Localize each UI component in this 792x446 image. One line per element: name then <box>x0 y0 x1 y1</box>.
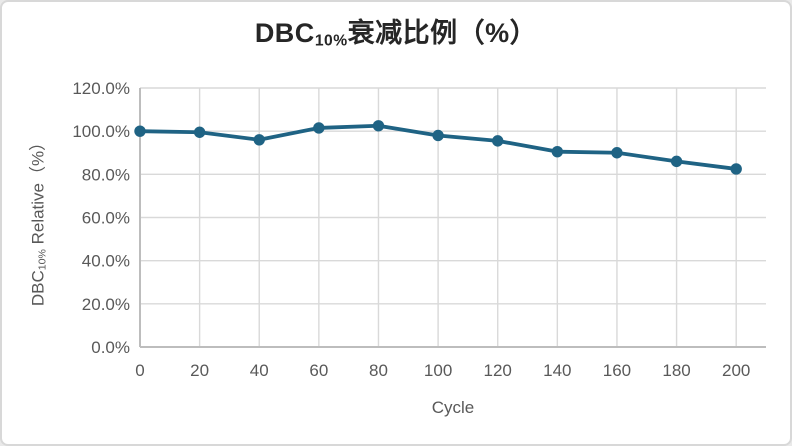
y-axis-title-suffix: Relative（%） <box>28 133 48 250</box>
data-point-marker <box>611 147 623 159</box>
y-axis-title-subscript: 10% <box>36 249 49 271</box>
data-point-marker <box>670 155 683 168</box>
y-tick-label: 0.0% <box>91 338 130 357</box>
y-tick-label: 120.0% <box>72 79 130 98</box>
x-tick-label: 60 <box>309 361 328 380</box>
y-axis-title-prefix: DBC <box>28 270 48 307</box>
data-point-marker <box>134 125 146 137</box>
y-tick-label: 20.0% <box>82 295 130 314</box>
chart-title: DBC10%衰减比例（%） <box>2 11 790 50</box>
data-point-marker <box>730 163 742 175</box>
x-tick-label: 40 <box>250 361 269 380</box>
x-axis-title: Cycle <box>431 398 475 417</box>
data-point-marker <box>551 145 564 158</box>
y-tick-label: 100.0% <box>72 122 130 141</box>
chart-title-prefix: DBC <box>254 18 315 48</box>
x-tick-label: 0 <box>135 361 144 380</box>
data-point-marker <box>193 126 206 138</box>
data-point-marker <box>313 122 325 134</box>
y-tick-label: 40.0% <box>82 252 130 271</box>
data-point-marker <box>253 134 265 146</box>
x-tick-label: 100 <box>424 361 452 380</box>
data-point-marker <box>492 135 504 147</box>
x-tick-label: 180 <box>662 361 690 380</box>
x-tick-label: 200 <box>722 361 750 380</box>
chart-title-suffix: 衰减比例（%） <box>347 18 538 48</box>
data-point-marker <box>432 129 444 142</box>
x-tick-label: 80 <box>369 361 388 380</box>
x-tick-label: 20 <box>190 361 209 380</box>
chart-title-subscript: 10% <box>314 32 348 50</box>
y-tick-label: 80.0% <box>82 165 130 184</box>
y-tick-label: 60.0% <box>82 209 130 228</box>
x-tick-label: 120 <box>484 361 512 380</box>
data-point-marker <box>372 120 385 132</box>
x-tick-label: 140 <box>543 361 571 380</box>
y-axis-title: DBC10% Relative（%） <box>23 134 48 306</box>
x-tick-label: 160 <box>603 361 631 380</box>
